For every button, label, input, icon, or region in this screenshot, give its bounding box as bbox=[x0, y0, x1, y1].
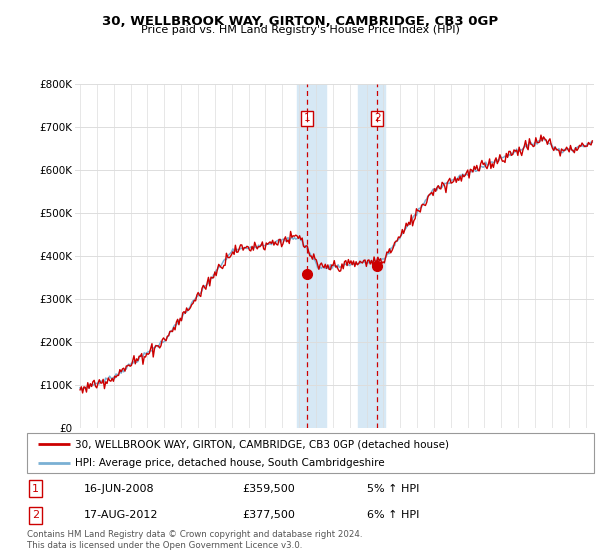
Text: Price paid vs. HM Land Registry's House Price Index (HPI): Price paid vs. HM Land Registry's House … bbox=[140, 25, 460, 35]
Text: 5% ↑ HPI: 5% ↑ HPI bbox=[367, 484, 419, 493]
Text: 30, WELLBROOK WAY, GIRTON, CAMBRIDGE, CB3 0GP: 30, WELLBROOK WAY, GIRTON, CAMBRIDGE, CB… bbox=[102, 15, 498, 28]
Text: 1: 1 bbox=[304, 114, 310, 123]
Text: 1: 1 bbox=[32, 484, 39, 493]
Text: 6% ↑ HPI: 6% ↑ HPI bbox=[367, 510, 419, 520]
Text: Contains HM Land Registry data © Crown copyright and database right 2024.
This d: Contains HM Land Registry data © Crown c… bbox=[27, 530, 362, 550]
Text: 17-AUG-2012: 17-AUG-2012 bbox=[84, 510, 158, 520]
Text: £377,500: £377,500 bbox=[242, 510, 295, 520]
Bar bbox=[298, 84, 326, 428]
Bar bbox=[358, 84, 385, 428]
Text: 2: 2 bbox=[32, 510, 39, 520]
Text: 30, WELLBROOK WAY, GIRTON, CAMBRIDGE, CB3 0GP (detached house): 30, WELLBROOK WAY, GIRTON, CAMBRIDGE, CB… bbox=[75, 439, 449, 449]
Text: HPI: Average price, detached house, South Cambridgeshire: HPI: Average price, detached house, Sout… bbox=[75, 458, 385, 468]
Text: 2: 2 bbox=[374, 114, 380, 123]
Text: 16-JUN-2008: 16-JUN-2008 bbox=[84, 484, 154, 493]
Text: £359,500: £359,500 bbox=[242, 484, 295, 493]
